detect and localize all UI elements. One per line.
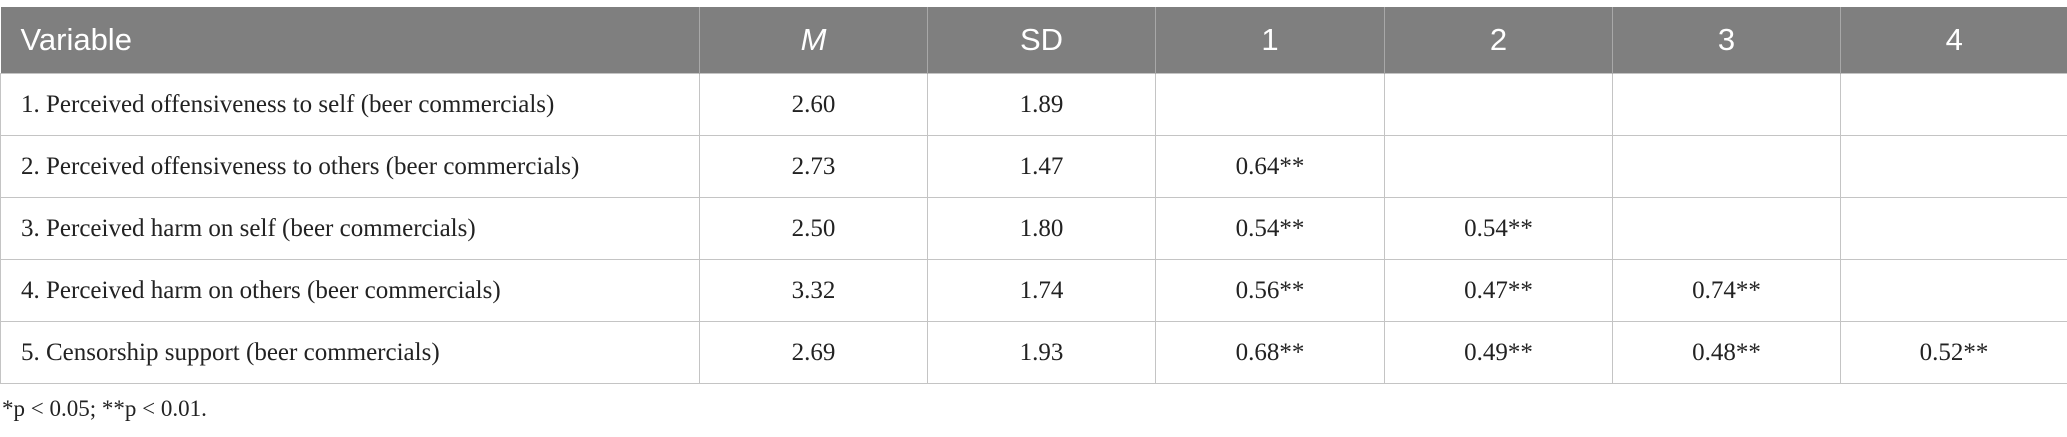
variable-cell: 3. Perceived harm on self (beer commerci… [0,197,700,260]
value-cell: 1.93 [927,321,1156,384]
footnote: *p < 0.05; **p < 0.01. [2,396,207,421]
table-row: 3. Perceived harm on self (beer commerci… [0,197,2067,260]
table-row: 2. Perceived offensiveness to others (be… [0,135,2067,198]
value-cell: 0.54** [1384,197,1613,260]
empty-cell [1155,73,1385,136]
empty-cell [1840,135,2067,198]
header-cell: M [699,7,928,74]
value-cell: 0.47** [1384,259,1613,322]
empty-cell [1612,197,1841,260]
value-cell: 0.74** [1612,259,1841,322]
value-cell: 1.74 [927,259,1156,322]
variable-cell: 1. Perceived offensiveness to self (beer… [0,73,700,136]
value-cell: 0.49** [1384,321,1613,384]
value-cell: 1.47 [927,135,1156,198]
header-cell: 4 [1840,7,2067,74]
value-cell: 2.60 [699,73,928,136]
value-cell: 3.32 [699,259,928,322]
value-cell: 0.64** [1155,135,1385,198]
empty-cell [1384,135,1613,198]
table-row: 5. Censorship support (beer commercials)… [0,321,2067,384]
value-cell: 1.80 [927,197,1156,260]
value-cell: 0.52** [1840,321,2067,384]
header-cell: Variable [0,7,700,74]
table-body: 1. Perceived offensiveness to self (beer… [0,73,2067,384]
value-cell: 0.56** [1155,259,1385,322]
header-cell: SD [927,7,1156,74]
table-row: 1. Perceived offensiveness to self (beer… [0,73,2067,136]
header-cell: 1 [1155,7,1385,74]
correlation-table: Variable M SD 1 2 3 4 1. Perceived offensivene… [0,7,2067,384]
value-cell: 2.50 [699,197,928,260]
header-cell: 3 [1612,7,1841,74]
value-cell: 1.89 [927,73,1156,136]
variable-cell: 4. Perceived harm on others (beer commer… [0,259,700,322]
variable-cell: 2. Perceived offensiveness to others (be… [0,135,700,198]
empty-cell [1840,73,2067,136]
empty-cell [1840,197,2067,260]
header-cell: 2 [1384,7,1613,74]
value-cell: 0.48** [1612,321,1841,384]
empty-cell [1612,135,1841,198]
empty-cell [1612,73,1841,136]
empty-cell [1384,73,1613,136]
value-cell: 2.69 [699,321,928,384]
empty-cell [1840,259,2067,322]
header-row: Variable M SD 1 2 3 4 [0,7,2067,74]
value-cell: 0.54** [1155,197,1385,260]
value-cell: 2.73 [699,135,928,198]
value-cell: 0.68** [1155,321,1385,384]
table-row: 4. Perceived harm on others (beer commer… [0,259,2067,322]
variable-cell: 5. Censorship support (beer commercials) [0,321,700,384]
